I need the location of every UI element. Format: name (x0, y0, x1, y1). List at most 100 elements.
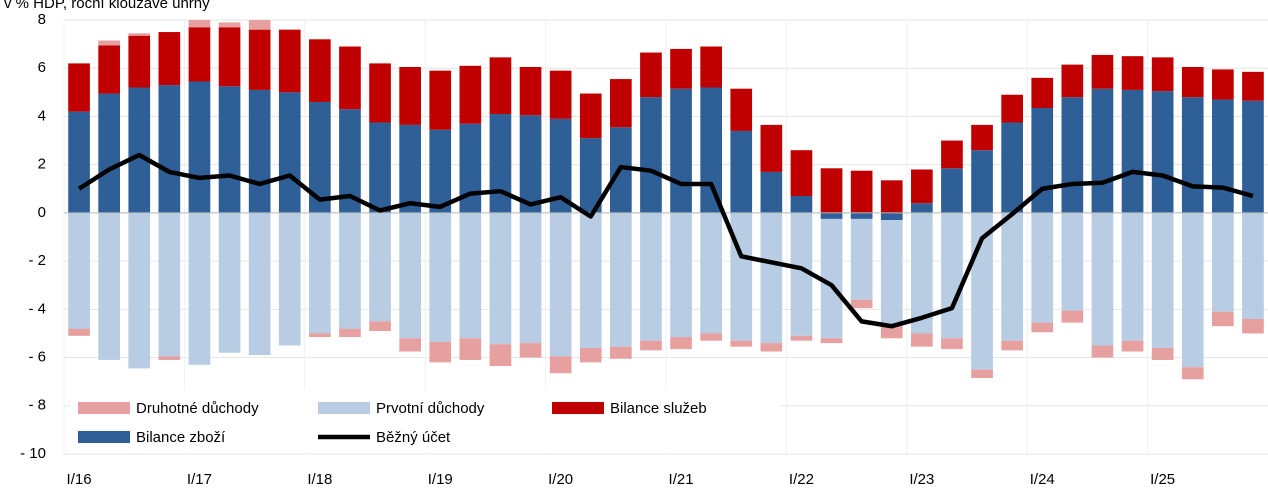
bar (459, 212, 482, 339)
bar (1151, 57, 1174, 92)
y-tick-label: 6 (38, 59, 46, 76)
bar (429, 341, 452, 363)
bar (760, 343, 783, 352)
bar (579, 212, 602, 348)
bar (339, 328, 361, 338)
bar (98, 93, 120, 213)
bar (911, 333, 933, 347)
bar (519, 67, 542, 116)
bar (1031, 322, 1054, 333)
bar (278, 92, 301, 213)
bar (911, 212, 933, 334)
y-tick-label: - 4 (28, 300, 46, 317)
bar (1212, 69, 1234, 100)
x-tick-label: I/20 (548, 471, 573, 488)
bar (459, 65, 482, 124)
x-tick-label: I/16 (67, 471, 92, 488)
bar (880, 180, 903, 213)
y-tick-label: - 10 (20, 445, 46, 462)
bar (820, 168, 843, 213)
bar (1091, 88, 1114, 213)
x-tick-label: I/24 (1030, 471, 1055, 488)
x-tick-label: I/25 (1150, 471, 1175, 488)
bar (188, 81, 211, 213)
legend-swatch (552, 402, 604, 414)
bar (489, 114, 512, 213)
y-tick-label: - 2 (28, 252, 46, 269)
bar (790, 150, 813, 197)
y-tick-label: 8 (38, 11, 46, 28)
bar (399, 338, 421, 352)
bar (188, 20, 211, 28)
bar (1242, 71, 1264, 101)
bar (1001, 340, 1023, 351)
bar (640, 340, 662, 351)
bar (248, 29, 271, 90)
bar (218, 27, 241, 87)
legend-label: Běžný účet (376, 429, 451, 446)
bar (1151, 347, 1174, 360)
legend-label: Bilance služeb (610, 400, 707, 417)
bar (1121, 212, 1144, 341)
bar (399, 124, 421, 213)
bar (489, 57, 512, 115)
bar (158, 85, 181, 213)
bar (218, 22, 241, 28)
bar (1181, 367, 1204, 380)
x-tick-label: I/19 (428, 471, 453, 488)
bar (369, 63, 391, 123)
bar (790, 335, 813, 341)
bar (640, 212, 662, 341)
line (77, 152, 1254, 329)
bar (1001, 94, 1023, 123)
bar (850, 212, 873, 219)
bar (339, 109, 361, 213)
bar (549, 356, 572, 374)
bar (700, 212, 722, 334)
bar (429, 70, 452, 130)
bar (880, 212, 903, 221)
bar (188, 27, 211, 82)
bar (941, 338, 963, 350)
bar (309, 333, 331, 338)
bar (1181, 212, 1204, 368)
bar (158, 32, 181, 86)
x-tick-label: I/23 (909, 471, 934, 488)
bar (489, 212, 512, 345)
bar (459, 338, 482, 360)
bar (68, 63, 90, 112)
bar (670, 88, 692, 213)
bar (128, 35, 151, 88)
bar (68, 111, 90, 213)
bar (790, 196, 813, 213)
bar (1151, 212, 1174, 348)
bar (820, 212, 843, 219)
bar (1212, 99, 1234, 213)
bar (1151, 91, 1174, 213)
bar (1212, 311, 1234, 327)
bar (971, 369, 993, 379)
bar (820, 218, 843, 339)
bar (369, 212, 391, 322)
bar (218, 212, 241, 353)
y-tick-label: - 6 (28, 349, 46, 366)
bar (1242, 318, 1264, 334)
bar (399, 212, 421, 339)
bar (640, 52, 662, 98)
bar (760, 212, 783, 344)
bar (369, 122, 391, 213)
legend-swatch (78, 431, 130, 443)
y-tick-label: 4 (38, 107, 46, 124)
bar (309, 212, 331, 334)
legend-label: Prvotní důchody (376, 400, 485, 417)
bar (429, 212, 452, 342)
bar (730, 88, 753, 131)
bar (68, 328, 90, 336)
bar (1061, 310, 1084, 323)
bar (128, 33, 151, 36)
x-tick-label: I/22 (789, 471, 814, 488)
bar (158, 212, 181, 357)
bar (941, 168, 963, 213)
bar (760, 124, 783, 172)
